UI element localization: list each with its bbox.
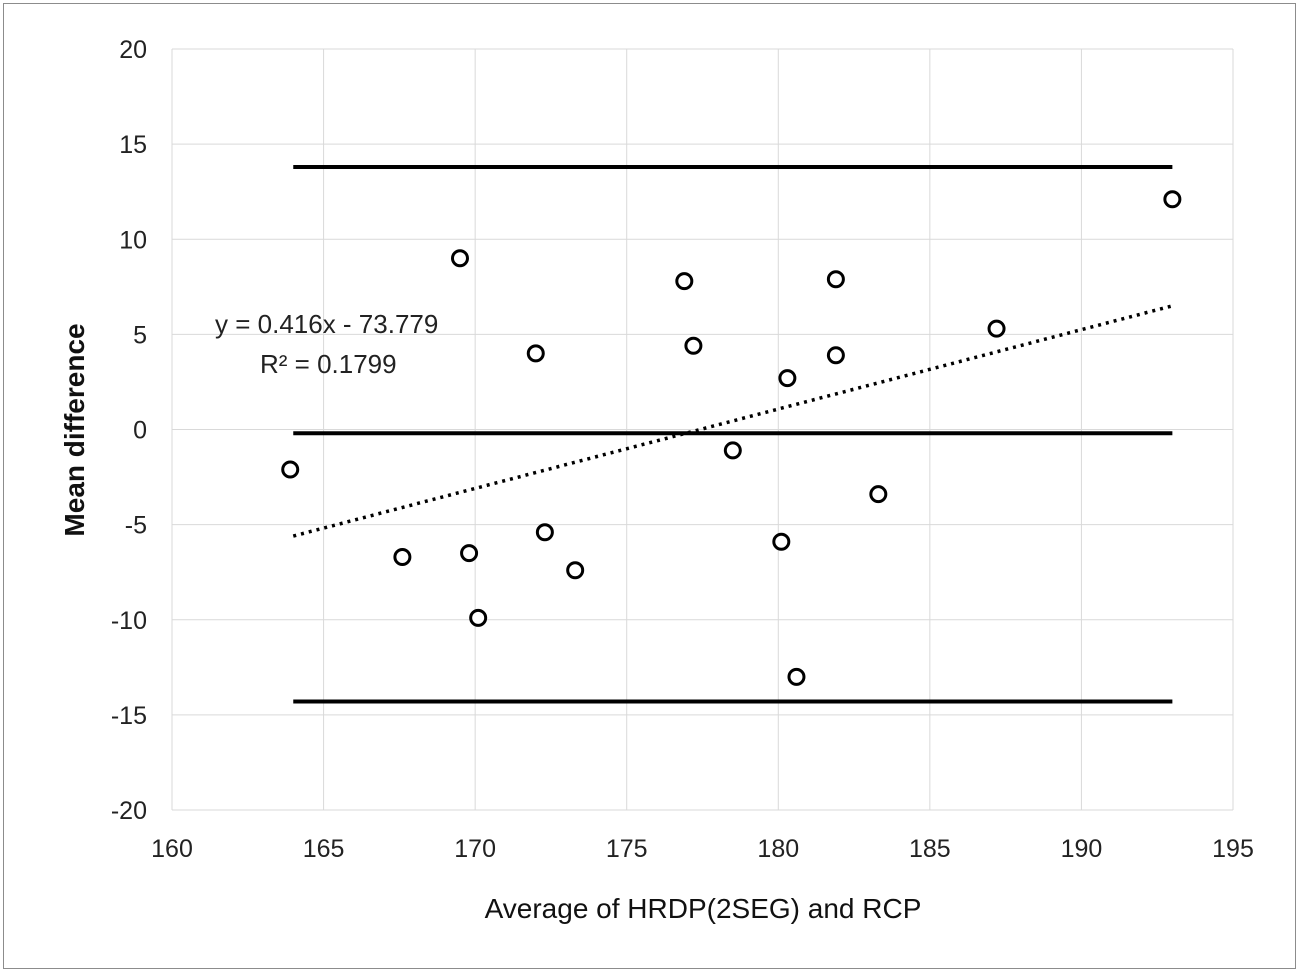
data-point (826, 346, 845, 365)
data-point (675, 272, 694, 291)
data-point (772, 532, 791, 551)
trendline (292, 304, 1173, 538)
data-point (723, 441, 742, 460)
data-point (281, 460, 300, 479)
y-tick-label: 5 (133, 321, 147, 349)
y-tick-label: 0 (133, 417, 147, 445)
x-tick-label: 175 (606, 835, 648, 863)
x-tick-label: 185 (909, 835, 951, 863)
data-point (869, 485, 888, 504)
x-tick-label: 195 (1212, 835, 1254, 863)
data-point (684, 336, 703, 355)
x-tick-labels: 160 165 170 175 180 185 190 195 (151, 835, 1254, 863)
data-point (987, 319, 1006, 338)
y-tick-labels: 20 15 10 5 0 -5 -10 -15 -20 (111, 36, 147, 825)
chart-frame (3, 3, 1296, 969)
r-squared-label: R² = 0.1799 (260, 349, 397, 379)
y-tick-label: -5 (125, 512, 147, 540)
y-tick-label: -10 (111, 607, 147, 635)
reference-lines (293, 164, 1173, 704)
data-point (778, 369, 797, 388)
x-tick-label: 160 (151, 835, 193, 863)
trendline-path (292, 304, 1173, 538)
y-tick-label: -20 (111, 797, 147, 825)
x-tick-label: 165 (303, 835, 345, 863)
data-point (1163, 190, 1182, 209)
y-tick-label: 15 (119, 131, 147, 159)
data-point (826, 270, 845, 289)
gridlines (171, 48, 1234, 811)
data-point (450, 249, 469, 268)
x-tick-label: 170 (454, 835, 496, 863)
x-tick-label: 180 (757, 835, 799, 863)
data-point (566, 561, 585, 580)
data-point (526, 344, 545, 363)
y-tick-label: -15 (111, 702, 147, 730)
y-tick-label: 10 (119, 226, 147, 254)
data-point (393, 547, 412, 566)
y-tick-label: 20 (119, 36, 147, 64)
data-point (535, 523, 554, 542)
x-tick-label: 190 (1061, 835, 1103, 863)
data-point (469, 608, 488, 627)
y-axis-title: Mean difference (59, 323, 90, 536)
data-point (787, 667, 806, 686)
x-axis-title: Average of HRDP(2SEG) and RCP (485, 893, 922, 924)
trendline-equation: y = 0.416x - 73.779 (215, 309, 438, 339)
data-points (281, 190, 1182, 686)
data-point (460, 544, 479, 563)
